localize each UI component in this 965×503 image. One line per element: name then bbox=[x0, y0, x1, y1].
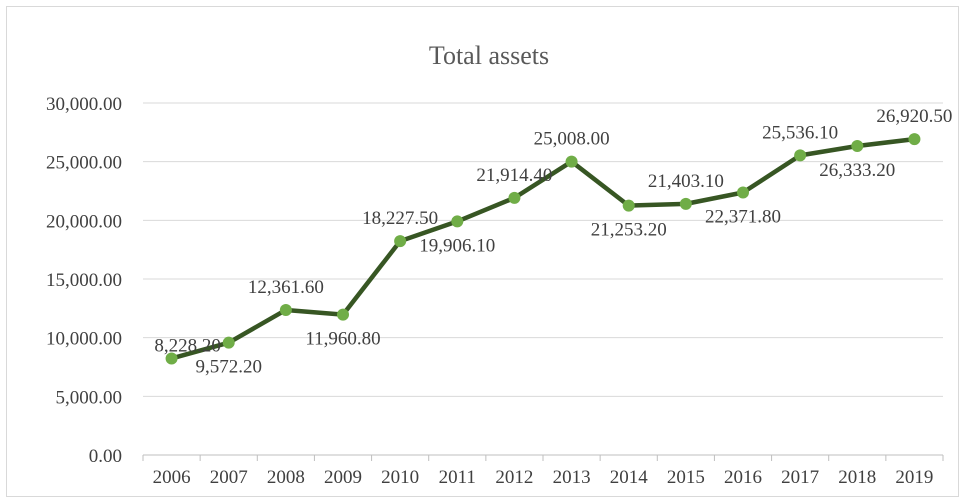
data-label-2007: 9,572.20 bbox=[195, 357, 262, 378]
x-axis: 2006 2007 2008 2009 2010 2011 2012 2013 2014 2015… bbox=[142, 454, 944, 488]
data-label-2011: 19,906.10 bbox=[419, 235, 495, 256]
x-tick-label: 2018 bbox=[838, 467, 876, 488]
data-point-2010 bbox=[394, 235, 407, 248]
data-label-2014: 21,253.20 bbox=[591, 220, 667, 241]
y-tick-label: 10,000.00 bbox=[46, 329, 122, 350]
y-tick-label: 30,000.00 bbox=[46, 94, 122, 115]
series-total-assets bbox=[165, 133, 921, 365]
data-point-2009 bbox=[337, 308, 349, 321]
chart-frame bbox=[6, 6, 959, 497]
x-tick-label: 2006 bbox=[153, 467, 191, 488]
y-tick-label: 0.00 bbox=[89, 446, 122, 467]
data-point-2014 bbox=[622, 199, 635, 212]
y-tick-label: 25,000.00 bbox=[46, 153, 122, 174]
x-tick-label: 2007 bbox=[210, 467, 248, 488]
data-label-2016: 22,371.80 bbox=[705, 207, 781, 228]
data-label-2015: 21,403.10 bbox=[648, 171, 724, 192]
x-tick-label: 2014 bbox=[610, 467, 649, 488]
x-tick-label: 2013 bbox=[553, 467, 591, 488]
data-point-2007 bbox=[222, 336, 235, 349]
x-tick-label: 2009 bbox=[324, 467, 362, 488]
x-tick-label: 2012 bbox=[495, 467, 533, 488]
x-tick-label: 2015 bbox=[667, 467, 705, 488]
data-labels: 8,228.209,572.20 12,361.60 11,960.80 18,227… bbox=[154, 106, 952, 378]
data-point-2006 bbox=[165, 352, 178, 365]
x-tick-label: 2011 bbox=[439, 467, 476, 488]
data-point-2015 bbox=[679, 197, 692, 210]
data-label-2009: 11,960.80 bbox=[305, 329, 380, 350]
data-label-2017: 25,536.10 bbox=[762, 122, 838, 143]
data-label-2018: 26,333.20 bbox=[819, 160, 895, 181]
x-tick-label: 2019 bbox=[895, 467, 933, 488]
data-point-2016 bbox=[737, 186, 749, 199]
x-tick-label: 2008 bbox=[267, 467, 305, 488]
data-point-2012 bbox=[508, 191, 521, 204]
data-point-2013 bbox=[565, 155, 578, 168]
x-tick-label: 2010 bbox=[381, 467, 419, 488]
data-point-2019 bbox=[908, 133, 921, 146]
data-point-2008 bbox=[279, 303, 292, 316]
y-tick-label: 20,000.00 bbox=[46, 211, 122, 232]
y-tick-label: 5,000.00 bbox=[56, 387, 123, 408]
data-point-2018 bbox=[851, 140, 864, 153]
data-label-2019: 26,920.50 bbox=[876, 106, 952, 127]
data-label-2010: 18,227.50 bbox=[362, 208, 438, 229]
y-axis-tick-labels: 0.00 5,000.00 10,000.00 15,000.00 20,000.00 2… bbox=[46, 94, 122, 467]
series-line bbox=[170, 136, 915, 361]
y-tick-label: 15,000.00 bbox=[46, 270, 122, 291]
data-label-2008: 12,361.60 bbox=[248, 277, 324, 298]
x-tick-label: 2017 bbox=[781, 467, 819, 488]
data-label-2013: 25,008.00 bbox=[534, 129, 610, 150]
data-label-2006: 8,228.20 bbox=[154, 335, 221, 356]
data-point-2011 bbox=[451, 215, 464, 228]
x-tick-label: 2016 bbox=[724, 467, 762, 488]
data-label-2012: 21,914.40 bbox=[476, 165, 552, 186]
chart-title: Total assets bbox=[429, 41, 549, 70]
grid-lines bbox=[143, 102, 943, 397]
data-point-2017 bbox=[794, 149, 807, 162]
